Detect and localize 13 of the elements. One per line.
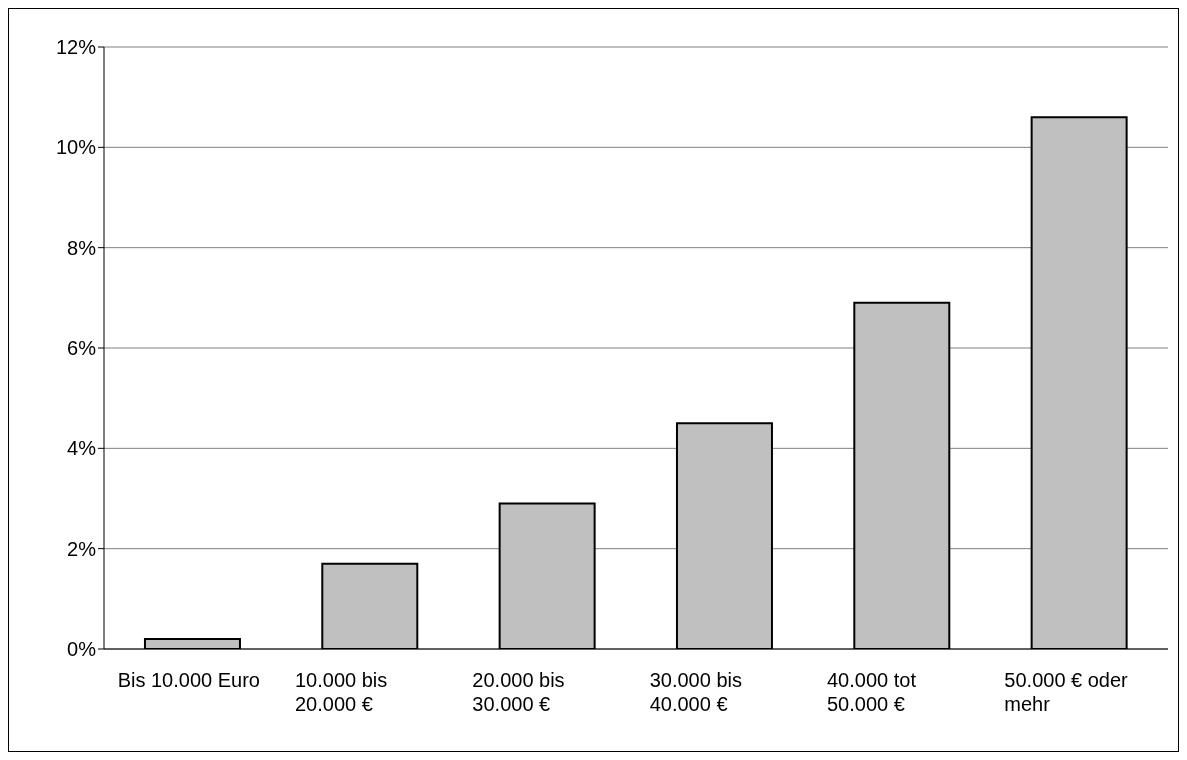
x-tick-label: 50.000 € oder mehr — [1004, 669, 1129, 715]
x-tick-label: 10.000 bis 20.000 € — [295, 669, 388, 715]
y-tick-label: 10% — [55, 136, 97, 159]
x-tick-label: 30.000 bis 40.000 € — [649, 669, 742, 715]
y-tick-label: 4% — [67, 437, 97, 460]
y-tick-label: 6% — [67, 337, 97, 360]
x-tick-label: 40.000 tot 50.000 € — [827, 669, 917, 715]
y-tick-label: 0% — [67, 638, 97, 661]
y-tick-label: 2% — [67, 537, 97, 560]
x-tick-label: 20.000 bis 30.000 € — [472, 669, 565, 715]
y-tick-label: 8% — [67, 236, 97, 259]
y-tick-label: 12% — [55, 36, 97, 59]
x-tick-label: Bis 10.000 Euro — [117, 669, 260, 691]
